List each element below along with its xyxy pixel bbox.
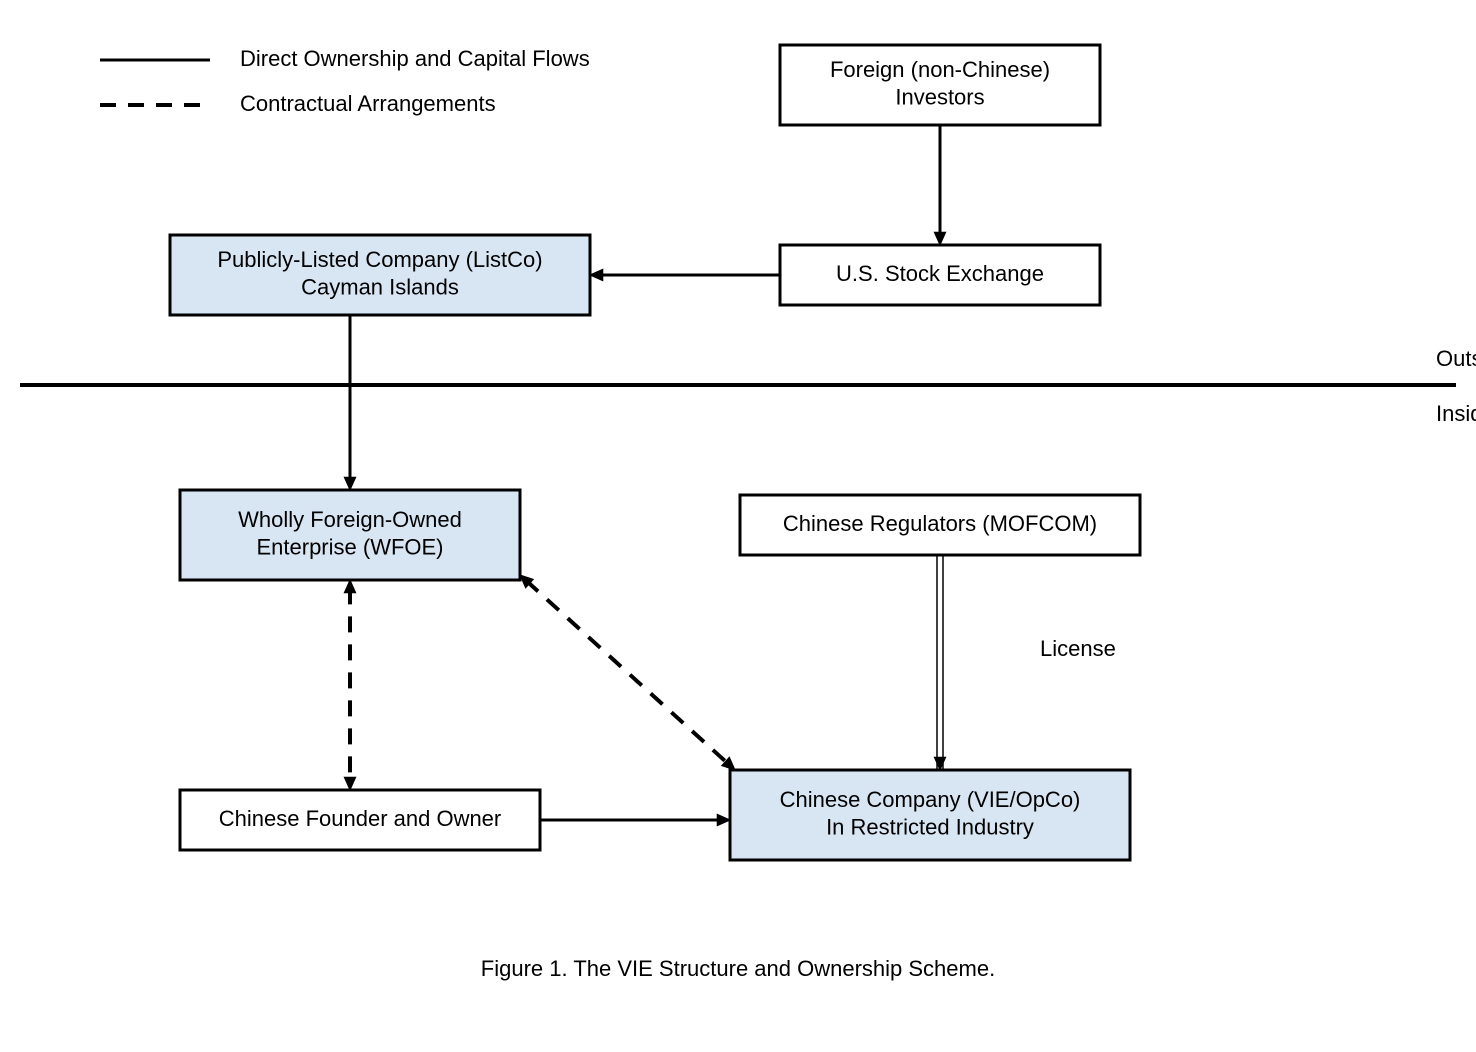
node-investors-line1: Investors — [895, 85, 984, 110]
node-listco-line0: Publicly-Listed Company (ListCo) — [217, 247, 542, 272]
legend-solid-label: Direct Ownership and Capital Flows — [240, 46, 590, 71]
node-investors: Foreign (non-Chinese) Investors — [780, 45, 1100, 125]
legend-dashed-label: Contractual Arrangements — [240, 91, 496, 116]
outside-china-label: Outside China — [1436, 346, 1476, 371]
inside-china-label: Inside China — [1436, 401, 1476, 426]
node-vie-line0: Chinese Company (VIE/OpCo) — [780, 787, 1081, 812]
node-investors-line0: Foreign (non-Chinese) — [830, 57, 1050, 82]
node-founder-line0: Chinese Founder and Owner — [219, 806, 502, 831]
node-vie: Chinese Company (VIE/OpCo) In Restricted … — [730, 770, 1130, 860]
node-regulators: Chinese Regulators (MOFCOM) — [740, 495, 1140, 555]
node-wfoe-line1: Enterprise (WFOE) — [256, 535, 443, 560]
node-wfoe-line0: Wholly Foreign-Owned — [238, 507, 462, 532]
node-listco: Publicly-Listed Company (ListCo) Cayman I… — [170, 235, 590, 315]
vie-structure-diagram: Direct Ownership and Capital Flows Contra… — [0, 0, 1476, 1052]
node-wfoe: Wholly Foreign-Owned Enterprise (WFOE) — [180, 490, 520, 580]
node-listco-line1: Cayman Islands — [301, 275, 459, 300]
node-exchange: U.S. Stock Exchange — [780, 245, 1100, 305]
node-vie-line1: In Restricted Industry — [826, 815, 1034, 840]
node-exchange-line0: U.S. Stock Exchange — [836, 261, 1044, 286]
node-regulators-line0: Chinese Regulators (MOFCOM) — [783, 511, 1097, 536]
node-founder: Chinese Founder and Owner — [180, 790, 540, 850]
edge-label-regulators-to-vie: License — [1040, 636, 1116, 661]
figure-caption: Figure 1. The VIE Structure and Ownershi… — [481, 956, 995, 981]
